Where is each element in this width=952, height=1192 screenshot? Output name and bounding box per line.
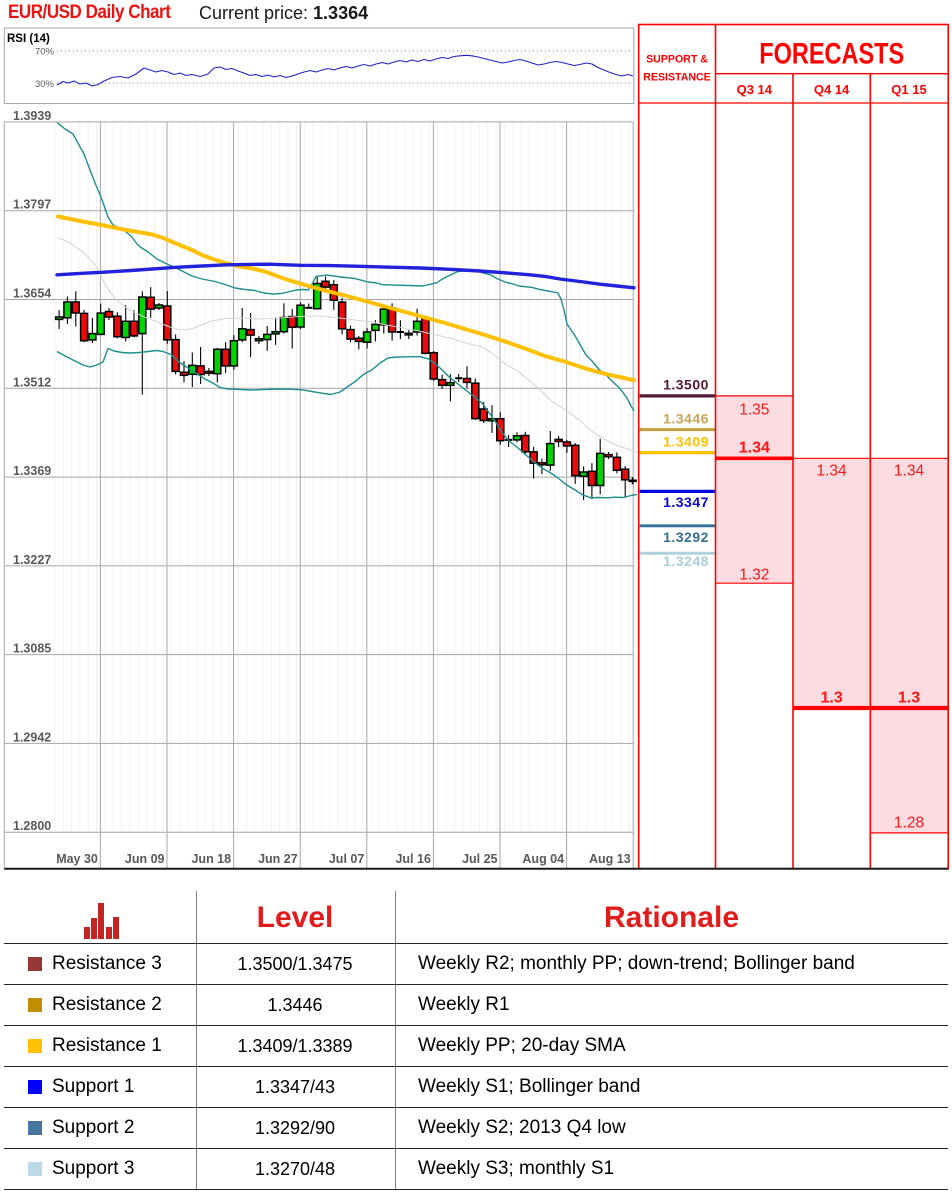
svg-text:70%: 70% <box>35 47 55 58</box>
svg-text:1.3347: 1.3347 <box>663 494 709 510</box>
svg-text:1.34: 1.34 <box>894 463 925 480</box>
svg-text:1.3248: 1.3248 <box>663 553 709 569</box>
svg-text:1.35: 1.35 <box>739 402 769 419</box>
svg-text:Q1 15: Q1 15 <box>891 82 926 97</box>
svg-text:1.3292: 1.3292 <box>663 529 709 545</box>
svg-text:Jun 27: Jun 27 <box>258 852 298 866</box>
svg-text:1.3085: 1.3085 <box>13 642 51 656</box>
svg-text:1.3797: 1.3797 <box>13 198 51 212</box>
svg-text:1.34: 1.34 <box>739 440 770 457</box>
svg-text:1.2800: 1.2800 <box>13 819 51 833</box>
svg-text:30%: 30% <box>35 79 55 90</box>
svg-text:1.3939: 1.3939 <box>13 109 51 123</box>
svg-text:RSI (14): RSI (14) <box>7 33 50 45</box>
svg-text:Jun 09: Jun 09 <box>125 852 165 866</box>
svg-text:Q4 14: Q4 14 <box>814 82 850 97</box>
svg-text:1.3446: 1.3446 <box>663 410 709 426</box>
svg-text:FORECASTS: FORECASTS <box>759 37 904 70</box>
svg-text:1.28: 1.28 <box>894 815 924 832</box>
svg-text:1.32: 1.32 <box>739 567 769 584</box>
svg-text:Aug 13: Aug 13 <box>589 852 631 866</box>
svg-text:Jul 16: Jul 16 <box>395 852 430 866</box>
svg-text:1.3654: 1.3654 <box>13 287 51 301</box>
svg-text:SUPPORT &: SUPPORT & <box>646 54 708 66</box>
svg-text:1.3512: 1.3512 <box>13 375 51 389</box>
svg-text:1.2942: 1.2942 <box>13 730 51 744</box>
svg-text:1.3500: 1.3500 <box>663 377 709 393</box>
svg-text:Jul 25: Jul 25 <box>462 852 497 866</box>
svg-text:Jun 18: Jun 18 <box>191 852 231 866</box>
svg-text:Q3 14: Q3 14 <box>737 82 773 97</box>
svg-text:1.3: 1.3 <box>898 690 920 707</box>
svg-text:1.3: 1.3 <box>820 690 842 707</box>
svg-text:Jul 07: Jul 07 <box>329 852 364 866</box>
svg-text:1.3409: 1.3409 <box>663 433 709 449</box>
svg-text:1.3227: 1.3227 <box>13 553 51 567</box>
svg-text:May 30: May 30 <box>56 852 98 866</box>
svg-text:1.3369: 1.3369 <box>13 464 51 478</box>
svg-text:RESISTANCE: RESISTANCE <box>643 72 711 84</box>
svg-text:1.34: 1.34 <box>817 463 848 480</box>
svg-text:Aug 04: Aug 04 <box>522 852 564 866</box>
